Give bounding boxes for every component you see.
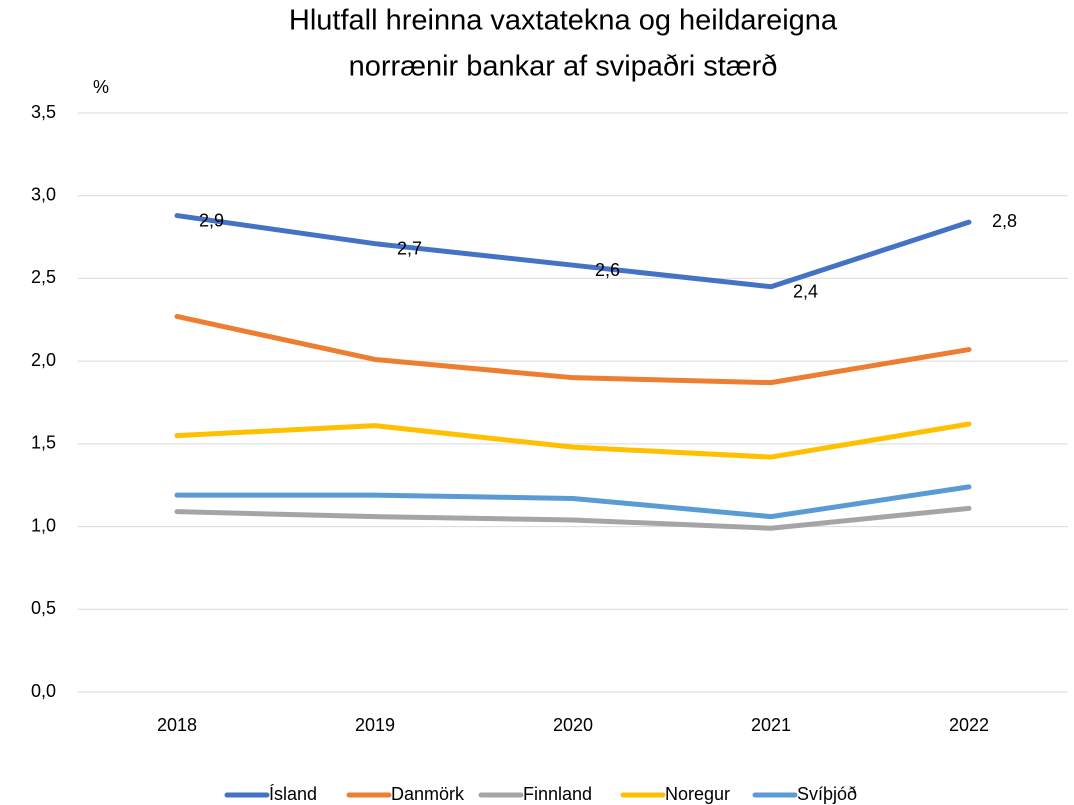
- data-label: 2,4: [793, 281, 818, 301]
- legend-label: Ísland: [269, 784, 317, 804]
- y-tick-label: 0,5: [31, 598, 56, 618]
- series-line: [174, 313, 972, 386]
- series-line: [174, 505, 972, 531]
- y-tick-label: 3,5: [31, 102, 56, 122]
- series-line: [174, 421, 972, 460]
- data-label: 2,6: [595, 260, 620, 280]
- y-tick-label: 3,0: [31, 184, 56, 204]
- x-tick-label: 2022: [949, 715, 989, 735]
- x-tick-label: 2018: [157, 715, 197, 735]
- y-tick-label: 2,0: [31, 350, 56, 370]
- y-tick-label: 2,5: [31, 267, 56, 287]
- chart-title: Hlutfall hreinna vaxtatekna og heildarei…: [289, 5, 838, 37]
- y-tick-label: 0,0: [31, 681, 56, 701]
- chart-title: norrænir bankar af svipaðri stærð: [349, 51, 778, 83]
- legend-label: Svíþjóð: [797, 784, 857, 804]
- legend-label: Noregur: [665, 784, 730, 804]
- x-tick-label: 2020: [553, 715, 593, 735]
- data-label: 2,7: [397, 238, 422, 258]
- y-tick-label: 1,0: [31, 515, 56, 535]
- legend-label: Finnland: [523, 784, 592, 804]
- y-tick-label: 1,5: [31, 433, 56, 453]
- x-tick-label: 2019: [355, 715, 395, 735]
- data-label: 2,9: [199, 210, 224, 230]
- y-axis-label: %: [93, 77, 109, 97]
- legend-label: Danmörk: [391, 784, 465, 804]
- series-line: [174, 213, 972, 290]
- series-line: [174, 484, 972, 520]
- x-tick-label: 2021: [751, 715, 791, 735]
- data-label: 2,8: [992, 211, 1017, 231]
